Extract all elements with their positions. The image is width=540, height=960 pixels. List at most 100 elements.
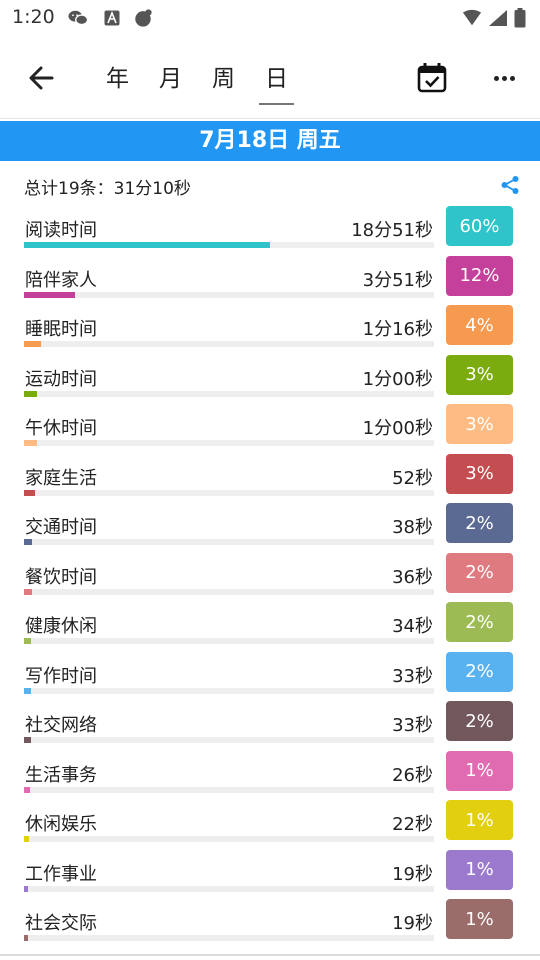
- more-horizontal-icon[interactable]: [488, 62, 520, 94]
- tab-week[interactable]: 周: [212, 66, 235, 92]
- list-item[interactable]: 阅读时间 18分51秒 60%: [0, 203, 540, 253]
- status-bar: 1:20: [0, 0, 540, 38]
- bottom-divider: [0, 954, 540, 956]
- ghost-icon: [133, 9, 153, 27]
- category-duration: 19秒: [392, 913, 433, 934]
- progress-track: [24, 291, 434, 298]
- tab-day[interactable]: 日: [259, 62, 294, 105]
- percent-badge: 1%: [446, 800, 513, 840]
- list-item[interactable]: 社会交际 19秒 1%: [0, 896, 540, 946]
- category-label: 运动时间: [25, 368, 97, 390]
- progress-fill: [24, 786, 30, 793]
- list-item[interactable]: 写作时间 33秒 2%: [0, 649, 540, 699]
- progress-fill: [24, 935, 29, 941]
- category-label: 社交网络: [25, 715, 97, 736]
- percent-badge: 1%: [446, 899, 513, 939]
- percent-badge: 12%: [446, 255, 513, 296]
- progress-track: [24, 935, 434, 941]
- progress-track: [24, 390, 434, 397]
- tab-year[interactable]: 年: [106, 66, 129, 92]
- share-icon[interactable]: [500, 175, 520, 195]
- progress-track: [24, 638, 434, 644]
- progress-track: [24, 489, 434, 496]
- progress-fill: [24, 539, 33, 545]
- progress-track: [24, 885, 434, 892]
- category-duration: 26秒: [392, 764, 433, 786]
- list-item[interactable]: 生活事务 26秒 1%: [0, 748, 540, 798]
- progress-fill: [24, 341, 41, 347]
- list-item[interactable]: 陪伴家人 3分51秒 12%: [0, 253, 540, 303]
- tab-month[interactable]: 月: [159, 66, 182, 92]
- category-duration: 19秒: [392, 863, 433, 885]
- category-label: 写作时间: [25, 665, 97, 687]
- category-duration: 36秒: [392, 566, 433, 588]
- category-label: 睡眠时间: [25, 319, 97, 340]
- category-label: 阅读时间: [25, 220, 97, 241]
- period-tabs: 年 月 周 日: [100, 62, 294, 105]
- percent-badge: 3%: [446, 404, 513, 444]
- category-label: 家庭生活: [25, 467, 97, 489]
- wechat-icon: [68, 9, 88, 27]
- battery-icon: [513, 8, 527, 28]
- list-item[interactable]: 社交网络 33秒 2%: [0, 698, 540, 748]
- progress-track: [24, 440, 434, 446]
- back-arrow-icon[interactable]: [26, 62, 58, 94]
- progress-fill: [24, 836, 29, 842]
- list-item[interactable]: 交通时间 38秒 2%: [0, 500, 540, 550]
- progress-fill: [24, 242, 270, 248]
- category-duration: 3分51秒: [362, 269, 433, 291]
- category-label: 工作事业: [25, 863, 97, 885]
- progress-fill: [24, 291, 75, 298]
- list-item[interactable]: 餐饮时间 36秒 2%: [0, 550, 540, 600]
- percent-badge: 2%: [446, 602, 513, 642]
- progress-track: [24, 539, 434, 545]
- wifi-icon: [462, 9, 482, 27]
- progress-fill: [24, 440, 38, 446]
- progress-track: [24, 737, 434, 743]
- category-duration: 34秒: [392, 616, 433, 637]
- category-list: 阅读时间 18分51秒 60% 陪伴家人 3分51秒 12% 睡眠时间 1分16秒 4% 运动时间…: [0, 203, 540, 946]
- toolbar: 年 月 周 日: [0, 50, 540, 108]
- list-item[interactable]: 家庭生活 52秒 3%: [0, 451, 540, 501]
- percent-badge: 1%: [446, 849, 513, 890]
- list-item[interactable]: 工作事业 19秒 1%: [0, 847, 540, 897]
- percent-badge: 2%: [446, 701, 513, 741]
- calendar-check-icon[interactable]: [416, 62, 448, 94]
- summary-total: 总计19条：31分10秒: [24, 179, 191, 199]
- percent-badge: 2%: [446, 651, 513, 692]
- category-duration: 33秒: [392, 715, 433, 736]
- category-label: 餐饮时间: [25, 566, 97, 588]
- category-duration: 1分00秒: [362, 418, 433, 439]
- category-label: 生活事务: [25, 764, 97, 786]
- progress-fill: [24, 638, 32, 644]
- progress-track: [24, 836, 434, 842]
- progress-fill: [24, 588, 32, 595]
- list-item[interactable]: 健康休闲 34秒 2%: [0, 599, 540, 649]
- list-item[interactable]: 休闲娱乐 22秒 1%: [0, 797, 540, 847]
- category-label: 交通时间: [25, 517, 97, 538]
- category-duration: 1分00秒: [362, 368, 433, 390]
- category-label: 陪伴家人: [25, 269, 97, 291]
- percent-badge: 2%: [446, 503, 513, 543]
- category-label: 健康休闲: [25, 616, 97, 637]
- progress-fill: [24, 885, 29, 892]
- percent-badge: 4%: [446, 305, 513, 345]
- category-duration: 1分16秒: [362, 319, 433, 340]
- category-label: 社会交际: [25, 913, 97, 934]
- progress-fill: [24, 390, 38, 397]
- progress-fill: [24, 737, 32, 743]
- progress-track: [24, 786, 434, 793]
- category-duration: 38秒: [392, 517, 433, 538]
- category-duration: 33秒: [392, 665, 433, 687]
- progress-track: [24, 242, 434, 248]
- percent-badge: 1%: [446, 750, 513, 791]
- percent-badge: 3%: [446, 453, 513, 494]
- percent-badge: 3%: [446, 354, 513, 395]
- toolbar-divider: [0, 118, 540, 119]
- progress-track: [24, 687, 434, 694]
- list-item[interactable]: 睡眠时间 1分16秒 4%: [0, 302, 540, 352]
- list-item[interactable]: 运动时间 1分00秒 3%: [0, 352, 540, 402]
- category-label: 午休时间: [25, 418, 97, 439]
- list-item[interactable]: 午休时间 1分00秒 3%: [0, 401, 540, 451]
- date-banner: 7月18日 周五: [0, 121, 540, 161]
